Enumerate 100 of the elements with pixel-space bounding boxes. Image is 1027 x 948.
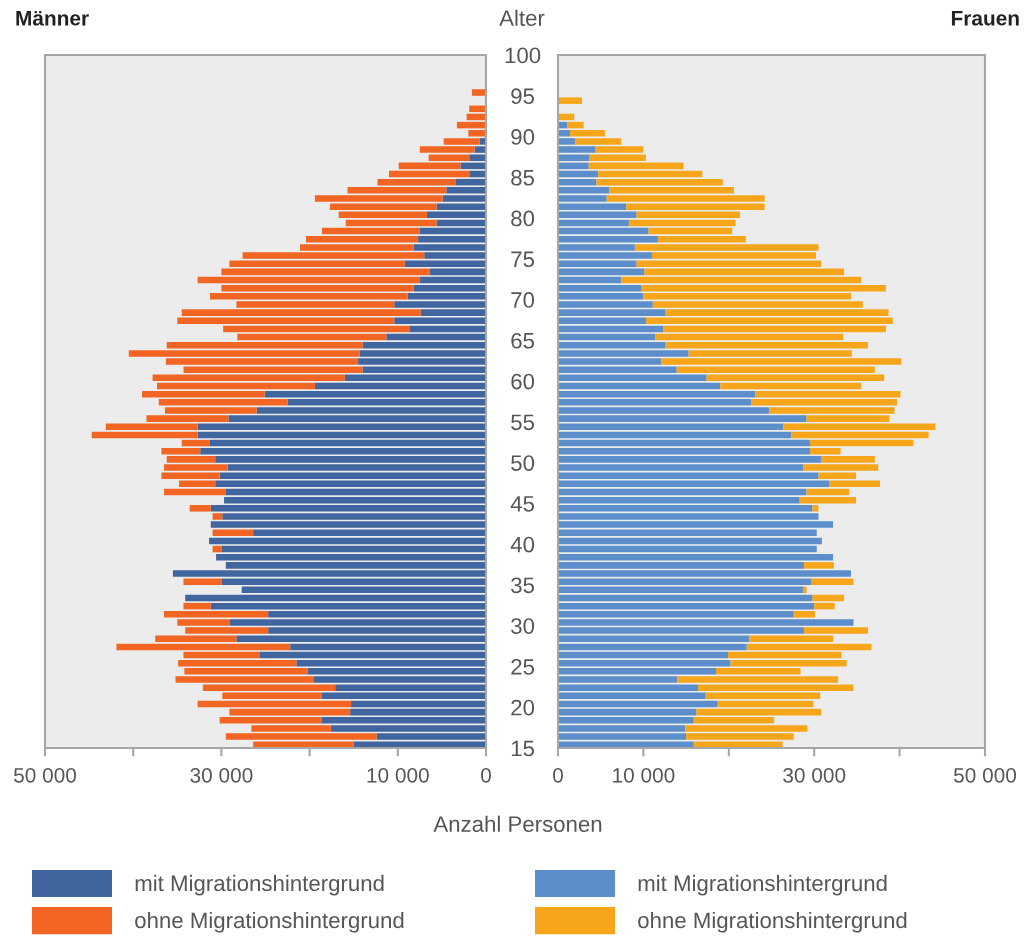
- y-tick-label: 15: [511, 740, 535, 757]
- bar: [290, 643, 486, 651]
- bar: [814, 602, 835, 610]
- bar: [558, 692, 706, 700]
- bar: [296, 659, 486, 667]
- bar: [351, 700, 486, 708]
- bar: [558, 700, 718, 708]
- y-tick-label: 25: [511, 659, 535, 675]
- bar: [648, 227, 733, 235]
- bar: [338, 211, 427, 219]
- bar: [558, 447, 810, 455]
- bar: [655, 333, 844, 341]
- bar: [105, 423, 198, 431]
- bar: [727, 651, 842, 659]
- bar: [259, 651, 486, 659]
- bar: [419, 227, 486, 235]
- bar: [558, 382, 721, 390]
- bar: [812, 505, 819, 512]
- bar: [209, 537, 486, 545]
- bar: [197, 276, 420, 284]
- bar: [558, 423, 784, 431]
- bar: [314, 382, 486, 390]
- legend-label: ohne Migrationshintergrund: [135, 911, 404, 933]
- bar: [793, 611, 816, 618]
- bar: [558, 374, 707, 382]
- bar: [558, 545, 817, 553]
- bar: [558, 333, 656, 341]
- bar: [350, 708, 486, 716]
- chart-title: Männer: [16, 10, 89, 26]
- bar: [344, 374, 486, 382]
- bar: [558, 268, 645, 276]
- bar: [253, 529, 486, 537]
- bar: [321, 692, 486, 700]
- bar: [183, 578, 222, 585]
- bar: [558, 659, 731, 667]
- bar: [177, 317, 395, 325]
- bar: [558, 162, 589, 170]
- bar: [558, 586, 804, 594]
- bar: [558, 643, 747, 651]
- bar: [636, 211, 740, 219]
- bar: [641, 284, 886, 292]
- x-tick-label: 10 000: [367, 767, 429, 783]
- bar: [164, 488, 226, 496]
- bar: [398, 162, 461, 170]
- bar: [806, 488, 850, 496]
- bar: [598, 170, 703, 178]
- y-tick-label: 30: [511, 618, 535, 634]
- bar: [803, 586, 807, 594]
- bar: [596, 178, 723, 186]
- bar: [212, 529, 254, 537]
- bar: [720, 382, 862, 390]
- bar: [628, 219, 736, 227]
- bar: [212, 513, 223, 520]
- bar: [321, 227, 420, 235]
- bar: [161, 447, 201, 455]
- bar: [755, 390, 901, 398]
- bar: [558, 284, 642, 292]
- x-tick-label: 30 000: [783, 767, 846, 783]
- bar: [558, 211, 637, 219]
- bar: [345, 219, 437, 227]
- bar: [200, 447, 486, 455]
- bar: [705, 692, 821, 700]
- bar: [264, 390, 486, 398]
- bar: [388, 170, 470, 178]
- bar: [558, 496, 800, 504]
- y-tick-label: 75: [511, 251, 535, 268]
- y-tick-label: 45: [510, 496, 535, 512]
- bar: [558, 529, 817, 537]
- bar: [558, 553, 833, 561]
- y-tick-label: 100: [505, 47, 541, 64]
- bar: [471, 89, 486, 96]
- y-tick-label: 35: [511, 577, 535, 594]
- bar: [189, 505, 211, 512]
- bar: [621, 276, 862, 284]
- y-tick-label: 95: [511, 88, 535, 105]
- y-tick-label: 50: [511, 455, 535, 471]
- bar: [224, 496, 486, 504]
- bar: [229, 708, 351, 716]
- x-tick-label: 0: [481, 767, 491, 783]
- bar: [223, 325, 410, 333]
- bar: [717, 700, 814, 708]
- x-tick-label: 50 000: [953, 767, 1017, 783]
- bar: [558, 488, 807, 496]
- bar: [783, 423, 936, 431]
- bar: [696, 708, 822, 716]
- x-tick-label: 0: [553, 767, 563, 783]
- chart-title: Frauen: [951, 11, 1019, 26]
- bar: [558, 651, 728, 659]
- legend-label: mit Migrationshintergrund: [135, 874, 384, 896]
- bar: [221, 545, 486, 553]
- bar: [791, 431, 929, 439]
- bar: [799, 496, 857, 504]
- y-tick-label: 80: [511, 210, 535, 227]
- y-tick-label: 40: [510, 536, 535, 553]
- bar: [178, 659, 297, 667]
- x-tick-label: 30 000: [190, 767, 253, 783]
- bar: [183, 602, 211, 610]
- bar: [558, 480, 830, 488]
- bar: [183, 651, 260, 659]
- bar: [558, 227, 649, 235]
